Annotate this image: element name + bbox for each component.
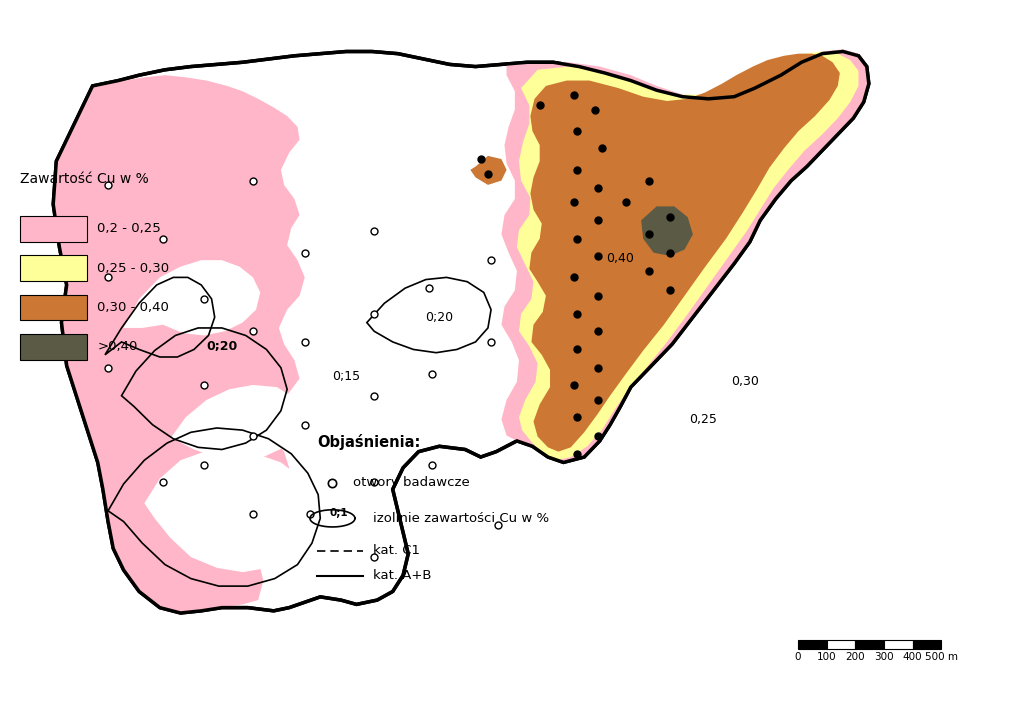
Text: 0: 0 (795, 652, 801, 662)
FancyBboxPatch shape (913, 640, 941, 649)
FancyBboxPatch shape (855, 640, 884, 649)
FancyBboxPatch shape (20, 216, 87, 242)
Text: 200: 200 (845, 652, 865, 662)
Polygon shape (471, 156, 506, 185)
Text: 0,25 - 0,30: 0,25 - 0,30 (97, 262, 170, 275)
Text: 0,30: 0,30 (730, 375, 759, 388)
Polygon shape (144, 450, 315, 572)
FancyBboxPatch shape (20, 255, 87, 281)
Text: otwory badawcze: otwory badawcze (353, 476, 470, 489)
Text: 0,30 - 0,40: 0,30 - 0,40 (97, 301, 169, 314)
Polygon shape (124, 260, 260, 335)
Text: 0,2 - 0,25: 0,2 - 0,25 (97, 222, 161, 235)
Text: 0;15: 0;15 (332, 370, 360, 383)
FancyBboxPatch shape (20, 334, 87, 360)
FancyBboxPatch shape (798, 640, 827, 649)
Text: 100: 100 (816, 652, 837, 662)
Text: >0,40: >0,40 (97, 340, 137, 353)
Polygon shape (529, 54, 840, 452)
Polygon shape (501, 49, 869, 463)
Text: 0,40: 0,40 (607, 252, 634, 265)
Polygon shape (641, 207, 693, 256)
Text: kat. C1: kat. C1 (373, 544, 420, 557)
FancyBboxPatch shape (827, 640, 855, 649)
Text: 400: 400 (902, 652, 923, 662)
Polygon shape (170, 385, 302, 460)
Text: 0;1: 0;1 (329, 508, 348, 518)
Text: kat. A+B: kat. A+B (373, 569, 432, 582)
Polygon shape (517, 51, 858, 460)
FancyBboxPatch shape (884, 640, 913, 649)
FancyBboxPatch shape (20, 295, 87, 320)
Text: 0;20: 0;20 (207, 340, 237, 352)
Text: izolinie zawartości Cu w %: izolinie zawartości Cu w % (373, 512, 549, 525)
Text: 0;20: 0;20 (426, 311, 453, 324)
Text: 500 m: 500 m (925, 652, 958, 662)
Text: 0,25: 0,25 (690, 413, 717, 426)
Text: Objaśnienia:: Objaśnienia: (317, 435, 420, 450)
Text: Zawartość Cu w %: Zawartość Cu w % (20, 172, 149, 186)
Text: 300: 300 (874, 652, 894, 662)
Polygon shape (53, 75, 305, 613)
Polygon shape (53, 51, 869, 613)
